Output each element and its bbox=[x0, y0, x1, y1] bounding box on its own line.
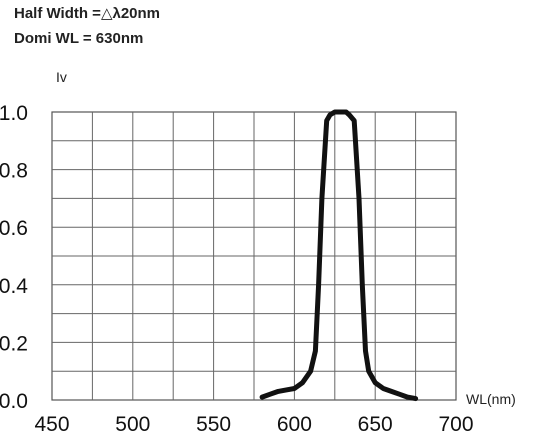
y-axis-label: Iv bbox=[56, 69, 67, 85]
x-tick-label: 650 bbox=[358, 413, 393, 436]
x-tick-label: 700 bbox=[438, 413, 473, 436]
y-tick-label: 0.4 bbox=[0, 275, 28, 298]
y-tick-label: 1.0 bbox=[0, 102, 28, 125]
x-tick-label: 450 bbox=[34, 413, 69, 436]
x-tick-label: 500 bbox=[115, 413, 150, 436]
tick-labels: 450 500 550 600 650 700 0.0 0.2 0.4 0.6 0.8 1.0 bbox=[0, 102, 474, 436]
series-line bbox=[259, 109, 419, 402]
dominant-wavelength-note: Domi WL = 630nm bbox=[14, 30, 144, 47]
y-tick-label: 0.8 bbox=[0, 160, 28, 183]
y-tick-label: 0.2 bbox=[0, 332, 28, 355]
chart-grid bbox=[51, 111, 457, 401]
y-tick-label: 0.0 bbox=[0, 390, 28, 413]
half-width-note: Half Width =△λ20nm bbox=[14, 5, 161, 22]
series-group bbox=[259, 109, 419, 402]
y-tick-label: 0.6 bbox=[0, 217, 28, 240]
x-tick-label: 600 bbox=[277, 413, 312, 436]
x-axis-label: WL(nm) bbox=[466, 391, 516, 407]
x-tick-label: 550 bbox=[196, 413, 231, 436]
